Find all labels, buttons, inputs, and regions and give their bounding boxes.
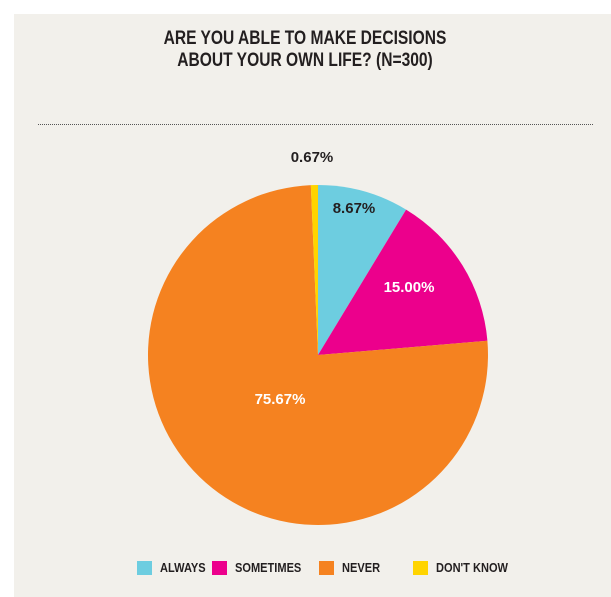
pie-slice-sometimes xyxy=(318,209,488,355)
title-divider xyxy=(38,124,593,125)
chart-title-line-1: ARE YOU ABLE TO MAKE DECISIONS xyxy=(163,28,447,49)
chart-title-line-2: ABOUT YOUR OWN LIFE? (N=300) xyxy=(177,50,433,71)
legend-label: NEVER xyxy=(342,560,381,575)
data-label-always: 8.67% xyxy=(333,200,376,217)
chart-legend: ALWAYS SOMETIMES NEVER DON'T KNOW xyxy=(0,560,611,580)
legend-label: SOMETIMES xyxy=(235,560,302,575)
pie-slice-always xyxy=(318,185,407,355)
legend-swatch xyxy=(413,561,428,575)
pie-slice-don-t-know xyxy=(310,185,318,355)
data-label-sometimes: 15.00% xyxy=(384,279,435,296)
legend-swatch xyxy=(319,561,334,575)
legend-label: DON'T KNOW xyxy=(436,560,508,575)
legend-swatch xyxy=(137,561,152,575)
data-label-don-t-know: 0.67% xyxy=(291,149,334,166)
chart-title: ARE YOU ABLE TO MAKE DECISIONS ABOUT YOU… xyxy=(55,28,555,72)
pie-slice-never xyxy=(147,185,488,525)
legend-label: ALWAYS xyxy=(160,560,206,575)
legend-swatch xyxy=(212,561,227,575)
data-label-never: 75.67% xyxy=(255,391,306,408)
